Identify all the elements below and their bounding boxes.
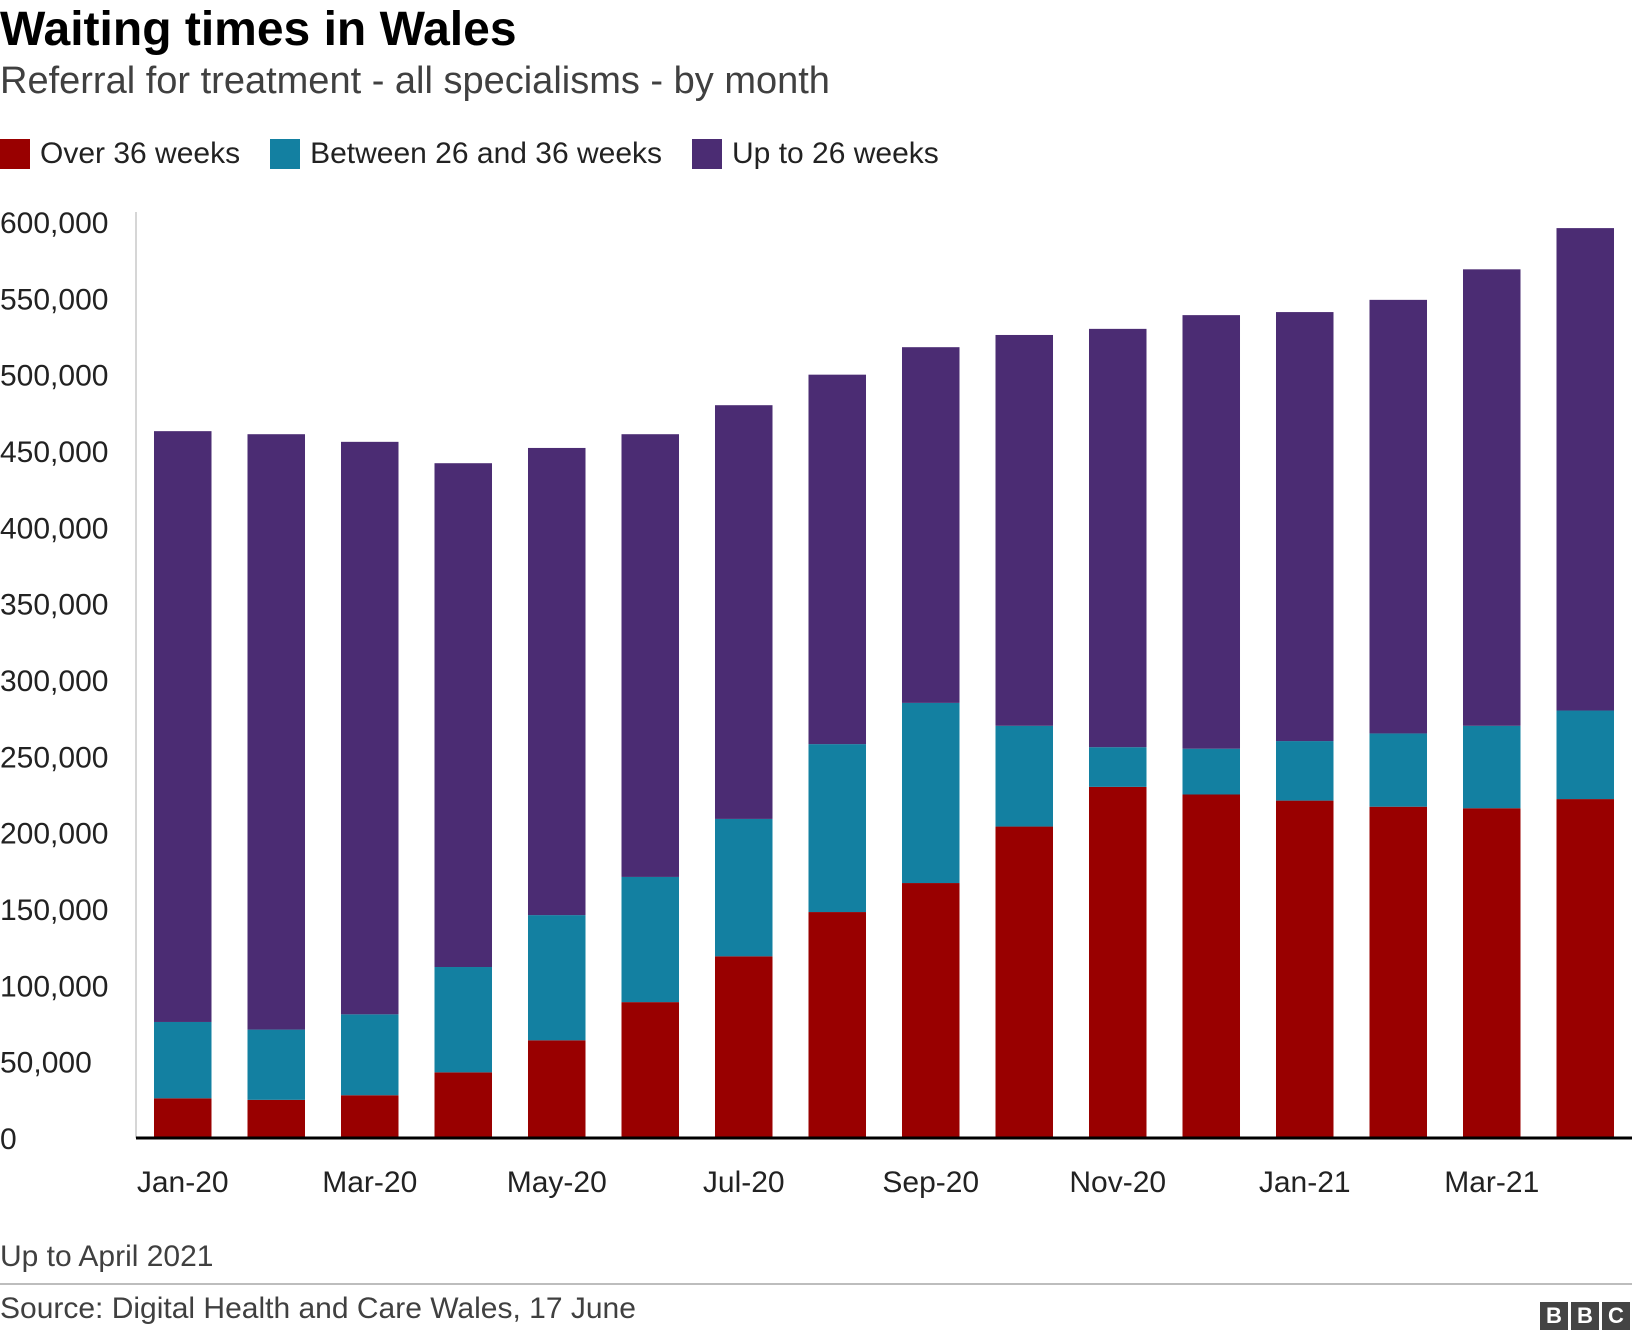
- bar-up-to-26-weeks-mar-21: [1462, 269, 1521, 726]
- y-tick-label: 400,000: [0, 512, 108, 545]
- legend-label-up-to-26-weeks: Up to 26 weeks: [732, 137, 939, 170]
- bar-between-26-and-36-weeks-mar-20: [340, 1014, 399, 1096]
- legend-item-over-36-weeks: Over 36 weeks: [0, 137, 240, 171]
- bar-up-to-26-weeks-mar-20: [340, 441, 399, 1015]
- bar-between-26-and-36-weeks-mar-21: [1462, 725, 1521, 809]
- bar-between-26-and-36-weeks-nov-20: [1088, 747, 1147, 787]
- x-tick-label: Mar-21: [1444, 1166, 1539, 1199]
- bar-between-26-and-36-weeks-apr-20: [434, 967, 493, 1073]
- bar-up-to-26-weeks-jul-20: [714, 405, 773, 819]
- y-tick-label: 150,000: [0, 894, 108, 927]
- bar-between-26-and-36-weeks-aug-20: [808, 744, 867, 913]
- bar-up-to-26-weeks-may-20: [527, 447, 586, 916]
- y-tick-label: 0: [0, 1123, 17, 1156]
- bbc-logo: B B C: [1540, 1302, 1630, 1330]
- bar-up-to-26-weeks-jan-21: [1275, 312, 1334, 742]
- bar-up-to-26-weeks-oct-20: [995, 334, 1054, 726]
- bar-over-36-weeks-dec-20: [1182, 794, 1241, 1138]
- bar-up-to-26-weeks-sep-20: [901, 347, 960, 703]
- bar-over-36-weeks-feb-21: [1369, 806, 1428, 1138]
- legend-label-between-26-and-36-weeks: Between 26 and 36 weeks: [310, 137, 663, 170]
- chart-subtitle: Referral for treatment - all specialisms…: [0, 60, 830, 102]
- legend-item-between-26-and-36-weeks: Between 26 and 36 weeks: [270, 137, 662, 171]
- bar-over-36-weeks-sep-20: [901, 883, 960, 1138]
- bar-up-to-26-weeks-feb-20: [247, 434, 306, 1030]
- bar-up-to-26-weeks-apr-20: [434, 463, 493, 968]
- legend-label-over-36-weeks: Over 36 weeks: [40, 137, 241, 170]
- source-credit: Source: Digital Health and Care Wales, 1…: [0, 1292, 636, 1325]
- bbc-logo-letter: B: [1571, 1302, 1599, 1330]
- y-tick-label: 300,000: [0, 665, 108, 698]
- legend-swatch-between-26-and-36-weeks: [270, 139, 301, 169]
- bar-over-36-weeks-nov-20: [1088, 786, 1147, 1138]
- bar-between-26-and-36-weeks-jan-20: [153, 1021, 212, 1099]
- y-tick-label: 200,000: [0, 818, 108, 851]
- bar-up-to-26-weeks-jun-20: [621, 434, 680, 877]
- legend-swatch-over-36-weeks: [0, 139, 30, 169]
- bar-over-36-weeks-oct-20: [995, 826, 1054, 1138]
- y-tick-label: 550,000: [0, 283, 108, 316]
- bbc-logo-letter: B: [1540, 1302, 1568, 1330]
- bar-between-26-and-36-weeks-jul-20: [714, 818, 773, 957]
- bar-between-26-and-36-weeks-apr-21: [1556, 710, 1615, 800]
- x-tick-label: Mar-20: [322, 1166, 417, 1199]
- y-tick-label: 250,000: [0, 741, 108, 774]
- legend-item-up-to-26-weeks: Up to 26 weeks: [692, 137, 939, 171]
- bar-up-to-26-weeks-jan-20: [153, 431, 212, 1022]
- bbc-logo-letter: C: [1602, 1302, 1630, 1330]
- bar-over-36-weeks-mar-21: [1462, 808, 1521, 1138]
- bar-over-36-weeks-jan-21: [1275, 800, 1334, 1138]
- bar-over-36-weeks-jul-20: [714, 956, 773, 1138]
- bar-between-26-and-36-weeks-dec-20: [1182, 748, 1241, 795]
- x-tick-label: May-20: [507, 1166, 607, 1199]
- bar-over-36-weeks-aug-20: [808, 912, 867, 1138]
- bar-between-26-and-36-weeks-feb-20: [247, 1029, 306, 1100]
- y-tick-label: 350,000: [0, 589, 108, 622]
- x-tick-label: Sep-20: [882, 1166, 979, 1199]
- bar-between-26-and-36-weeks-jan-21: [1275, 741, 1334, 801]
- bar-up-to-26-weeks-apr-21: [1556, 228, 1615, 711]
- bar-between-26-and-36-weeks-sep-20: [901, 702, 960, 884]
- bar-up-to-26-weeks-dec-20: [1182, 315, 1241, 749]
- bar-up-to-26-weeks-nov-20: [1088, 328, 1147, 748]
- chart-title: Waiting times in Wales: [0, 3, 517, 56]
- bar-over-36-weeks-apr-20: [434, 1072, 493, 1138]
- bar-over-36-weeks-jan-20: [153, 1098, 212, 1138]
- legend: Over 36 weeks Between 26 and 36 weeks Up…: [0, 132, 969, 176]
- bar-over-36-weeks-may-20: [527, 1040, 586, 1138]
- y-tick-label: 50,000: [0, 1047, 92, 1080]
- footer-divider: [0, 1283, 1632, 1285]
- y-tick-label: 100,000: [0, 970, 108, 1003]
- y-tick-label: 450,000: [0, 436, 108, 469]
- bar-over-36-weeks-jun-20: [621, 1002, 680, 1138]
- x-tick-label: Jul-20: [703, 1166, 785, 1199]
- bar-over-36-weeks-mar-20: [340, 1095, 399, 1138]
- bar-over-36-weeks-feb-20: [247, 1099, 306, 1138]
- bar-up-to-26-weeks-feb-21: [1369, 299, 1428, 734]
- y-tick-label: 600,000: [0, 207, 108, 240]
- bar-between-26-and-36-weeks-may-20: [527, 915, 586, 1041]
- bar-between-26-and-36-weeks-feb-21: [1369, 733, 1428, 807]
- legend-swatch-up-to-26-weeks: [692, 139, 723, 169]
- x-tick-label: Nov-20: [1069, 1166, 1166, 1199]
- bar-between-26-and-36-weeks-oct-20: [995, 725, 1054, 827]
- bar-between-26-and-36-weeks-jun-20: [621, 876, 680, 1003]
- x-tick-label: Jan-21: [1259, 1166, 1351, 1199]
- y-tick-label: 500,000: [0, 360, 108, 393]
- x-tick-label: Jan-20: [137, 1166, 229, 1199]
- stacked-bar-chart: 0 50,000 100,000 150,000 200,000 250,000 300,0…: [0, 207, 1632, 1199]
- bar-up-to-26-weeks-aug-20: [808, 374, 867, 745]
- bar-over-36-weeks-apr-21: [1556, 799, 1615, 1138]
- chart-note: Up to April 2021: [0, 1240, 214, 1273]
